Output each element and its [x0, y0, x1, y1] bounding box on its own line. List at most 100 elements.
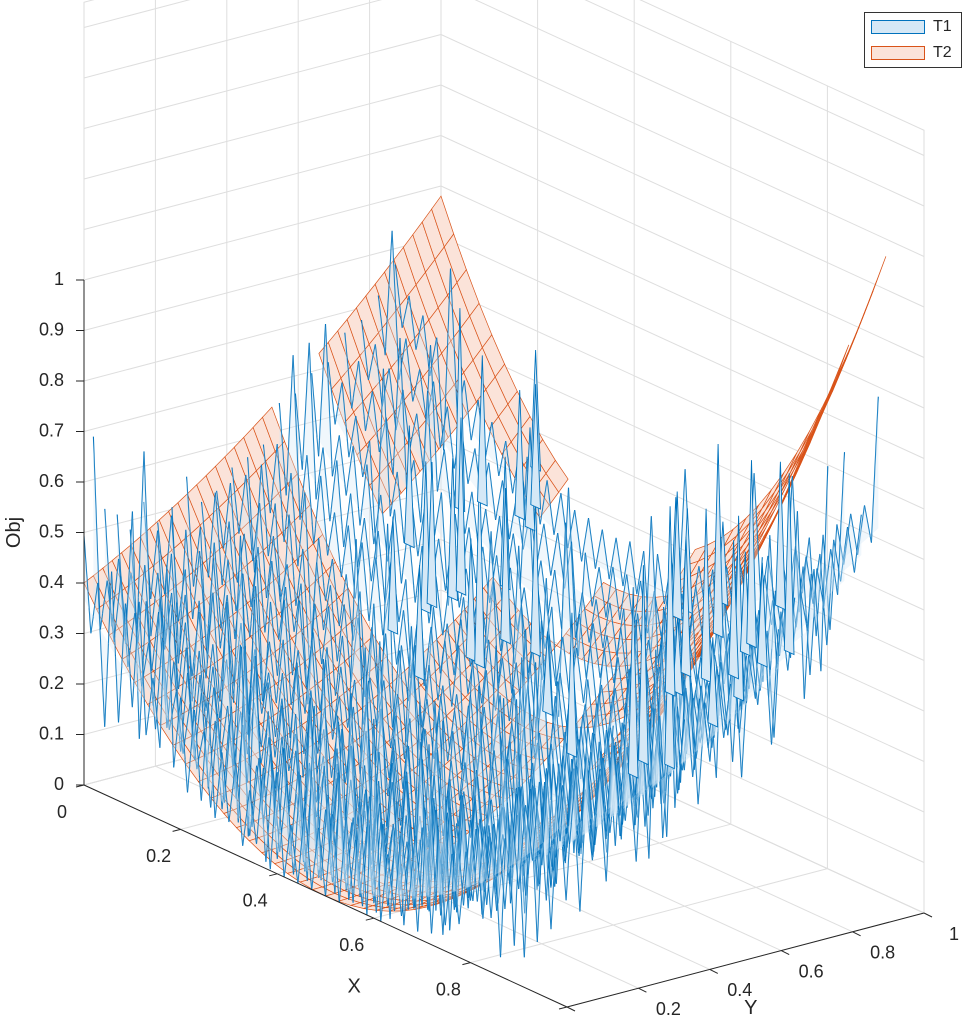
surface-fill-t1	[172, 507, 655, 887]
z-tick-label: 0	[54, 774, 64, 794]
y-tick-mark	[709, 968, 719, 974]
y-tick-mark	[852, 931, 861, 937]
x-tick-label: 0.6	[339, 935, 364, 955]
y-tick-mark	[780, 950, 790, 956]
x-tick-mark	[365, 917, 374, 921]
surface-spike-t1	[474, 465, 485, 669]
surface-spike-t1	[500, 487, 511, 645]
side-wall-gridline-z	[83, 84, 442, 180]
side-wall-gridline-z	[83, 236, 442, 331]
surface-spike-t1	[414, 564, 425, 681]
surface-spike-t1	[477, 355, 488, 507]
z-tick-label: 0.6	[39, 471, 64, 491]
surface-spike-t1	[426, 461, 438, 609]
floor-gridline-x	[470, 868, 828, 964]
back-wall-gridline-z	[440, 337, 925, 560]
surface-fill-t1	[130, 451, 614, 942]
surface-spike-t1	[530, 384, 541, 510]
back-wall-gridline-z	[474, 0, 925, 207]
x-tick-mark	[462, 962, 471, 966]
surface-line-t1	[92, 436, 577, 958]
back-wall-gridline-z	[440, 135, 925, 358]
surface-fill-t1	[186, 476, 670, 914]
back-wall-gridline-z	[584, 0, 925, 156]
tick-labels: 0 0.2 0.4 0.6 0.8 1 0 0.2 0.4 0.6 0.8 1 0 0.1 0.2 0.3 0.…	[39, 269, 959, 1019]
x-axis-label: X	[347, 976, 360, 998]
surface-spike-t1	[627, 587, 639, 779]
surface-spike-t1	[455, 417, 467, 596]
surface-spike-t1	[757, 562, 768, 668]
surface-spike-t1	[672, 615, 684, 696]
surface-spike-t1	[746, 460, 757, 649]
x-tick-label: 0	[57, 802, 67, 822]
z-tick-label: 0.3	[39, 622, 64, 642]
back-wall-gridline-z	[440, 185, 925, 409]
legend-swatch-t1	[871, 20, 925, 34]
surface-fill-t1	[344, 332, 828, 729]
surface-spike-t1	[775, 461, 786, 611]
surface-cell-t2	[826, 344, 850, 402]
surface-spike-t1	[707, 637, 719, 728]
y-tick-mark	[923, 912, 933, 918]
y-tick-label: 0.8	[870, 943, 895, 963]
series-t1-surface	[83, 230, 879, 958]
surface-fill-t1	[395, 264, 879, 667]
side-wall-gridline-z	[83, 185, 442, 281]
x-axis-line	[83, 784, 568, 1008]
side-wall-gridline-z	[83, 0, 191, 28]
y-axis-line	[566, 912, 925, 1008]
surface-cell-t2	[545, 459, 569, 493]
z-tick-label: 0.8	[39, 370, 64, 390]
surface-line-t1	[394, 264, 879, 667]
legend-label-t2: T2	[933, 44, 952, 61]
y-tick-label: 0.6	[799, 961, 824, 981]
x-tick-mark	[269, 873, 278, 877]
surface-fill-t1	[361, 320, 845, 722]
back-wall-gridline-z	[440, 34, 925, 257]
z-tick-label: 0.5	[39, 521, 64, 541]
x-tick-label: 0.8	[436, 979, 461, 999]
side-wall-gridline-z	[83, 0, 383, 79]
surface-line-t1	[294, 342, 779, 808]
surface-spike-t1	[783, 473, 795, 656]
surface-fill-t1	[279, 355, 763, 827]
y-tick-mark	[638, 987, 647, 993]
surface-fill-t1	[311, 324, 795, 799]
y-tick-label: 0.2	[656, 999, 681, 1019]
side-wall-gridline-z	[83, 34, 442, 129]
y-tick-label: 0.4	[727, 980, 752, 1000]
x-tick-label: 0.2	[146, 846, 171, 866]
z-tick-label: 0.2	[39, 673, 64, 693]
x-tick-label: 0.4	[243, 891, 268, 911]
surface-fill-t1	[143, 501, 627, 910]
z-tick-label: 0.7	[39, 420, 64, 440]
y-axis-label: Y	[744, 997, 757, 1019]
x-tick-mark	[172, 828, 181, 832]
legend-item-t1[interactable]: T1	[871, 17, 952, 37]
surface-spike-t1	[530, 497, 541, 658]
surface-fill-t1	[84, 535, 567, 931]
y-tick-mark	[566, 1006, 576, 1012]
z-tick-label: 1	[54, 269, 64, 289]
surface-line-t1	[104, 508, 589, 935]
legend-label-t1: T1	[933, 18, 952, 35]
surface-fill-t1	[104, 508, 588, 935]
y-tick-label: 0	[592, 1018, 602, 1019]
z-tick-label: 0.1	[39, 723, 64, 743]
legend-item-t2[interactable]: T2	[871, 43, 952, 63]
surface-spike-t1	[387, 516, 399, 635]
z-tick-label: 0.9	[39, 319, 64, 339]
surface-spike-t1	[404, 425, 415, 549]
back-wall-gridline-z	[440, 236, 925, 459]
surface-spike-t1	[680, 536, 692, 678]
side-wall-gridline-z	[83, 135, 442, 230]
legend-swatch-t2	[871, 46, 925, 60]
surface-spike-t1	[566, 612, 578, 759]
surface-line-t1	[116, 514, 601, 958]
back-wall-gridline-z	[440, 84, 925, 308]
surface-spike-t1	[700, 508, 712, 684]
surface-spike-t1	[542, 631, 553, 717]
z-axis-label: Obj	[3, 517, 25, 548]
surface-cell-t2	[863, 256, 887, 316]
